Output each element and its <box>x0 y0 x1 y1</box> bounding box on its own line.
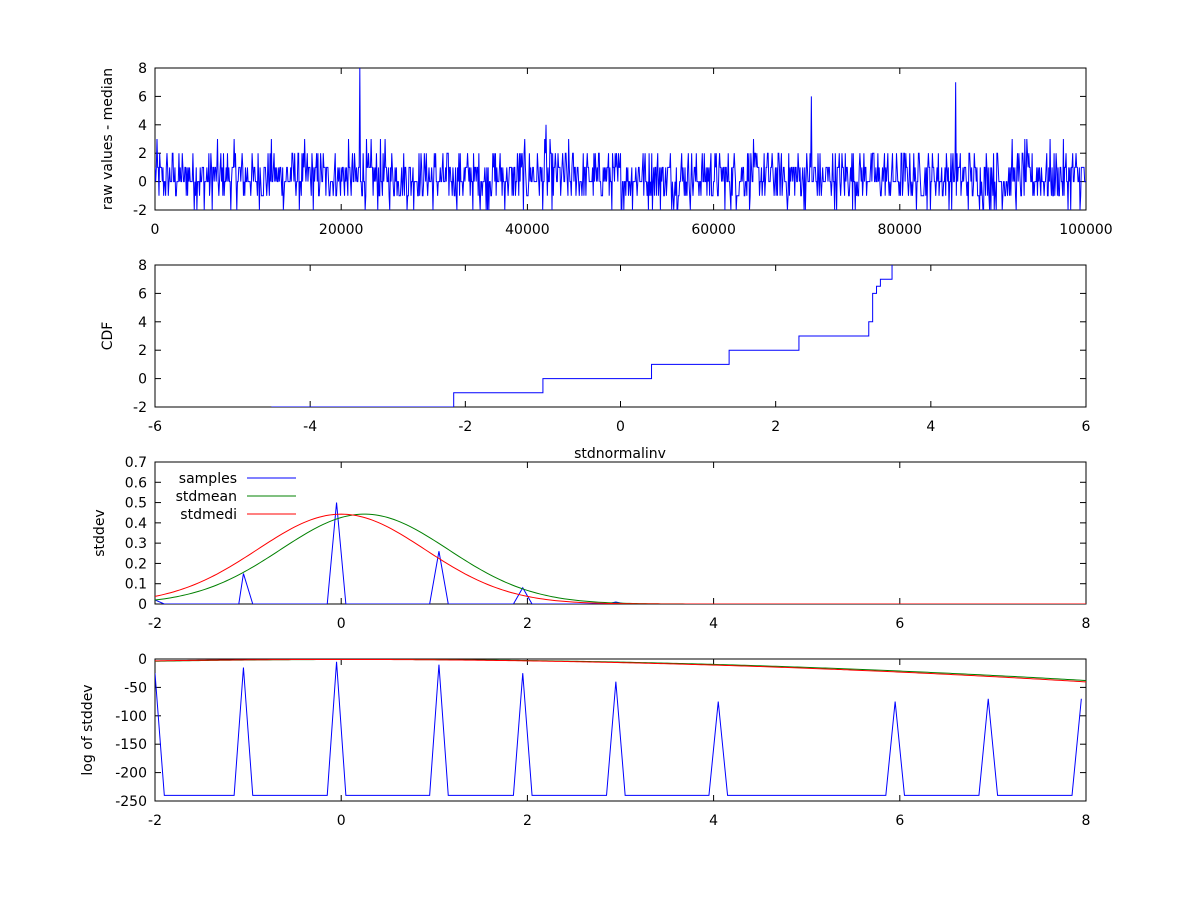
plot-frame <box>154 461 1087 605</box>
plot-frame <box>154 264 1087 408</box>
y-tick-label: 0.1 <box>125 577 147 593</box>
y-tick-label: -200 <box>115 766 147 782</box>
y-tick-label: 4 <box>138 118 147 134</box>
log-stddev-panel: log of stddev -2 0 2 4 6 8 -250 -200 -150 -100 -50… <box>80 652 1090 829</box>
y-tick-label: 0 <box>138 372 147 388</box>
y-tick-label: 8 <box>138 61 147 77</box>
legend-label: stdmean <box>176 489 237 505</box>
y-tick-label: 4 <box>138 315 147 331</box>
x-tick-label: -2 <box>148 813 162 829</box>
y-axis-label: stddev <box>92 509 108 556</box>
legend-label: stdmedi <box>180 507 237 523</box>
y-tick-label: 6 <box>138 89 147 105</box>
y-tick-label: 0 <box>138 597 147 613</box>
y-tick-label: 8 <box>138 258 147 274</box>
y-tick-label: 2 <box>138 146 147 162</box>
y-tick-label: -150 <box>115 737 147 753</box>
x-tick-label: 0 <box>151 222 160 238</box>
plot-frame <box>154 67 1087 211</box>
x-axis-label: stdnormalinv <box>574 446 666 462</box>
y-tick-label: -250 <box>115 794 147 810</box>
raw-values-panel: raw values - median 0 20000 40000 60000 8000… <box>100 61 1113 238</box>
x-tick-label: 60000 <box>691 222 736 238</box>
x-tick-label: 8 <box>1082 813 1091 829</box>
y-tick-label: -100 <box>115 709 147 725</box>
x-tick-label: 2 <box>523 813 532 829</box>
series-line-stdmean <box>155 513 1086 604</box>
x-tick-label: -6 <box>148 419 162 435</box>
x-tick-label: 100000 <box>1059 222 1112 238</box>
series-line-samples <box>155 502 1086 604</box>
x-tick-label: 40000 <box>505 222 550 238</box>
series-line-0 <box>155 661 1082 796</box>
x-tick-label: 6 <box>895 813 904 829</box>
legend-label: samples <box>179 471 237 487</box>
y-tick-label: -2 <box>133 400 147 416</box>
x-tick-label: -2 <box>458 419 472 435</box>
x-tick-label: 4 <box>709 813 718 829</box>
x-tick-label: 2 <box>523 616 532 632</box>
x-tick-label: 80000 <box>878 222 923 238</box>
y-tick-label: 0.6 <box>125 475 147 491</box>
x-tick-label: 0 <box>337 813 346 829</box>
x-tick-label: 20000 <box>319 222 364 238</box>
y-axis-label: log of stddev <box>80 684 96 775</box>
x-tick-label: 2 <box>771 419 780 435</box>
series-line-0 <box>271 265 893 407</box>
x-tick-label: -4 <box>303 419 317 435</box>
y-tick-label: 0.4 <box>125 516 147 532</box>
x-tick-label: 4 <box>709 616 718 632</box>
x-tick-label: 0 <box>337 616 346 632</box>
series-line-0 <box>155 68 1086 210</box>
x-tick-label: 6 <box>1082 419 1091 435</box>
y-tick-label: 0 <box>138 175 147 191</box>
y-tick-label: 2 <box>138 343 147 359</box>
x-tick-label: 0 <box>616 419 625 435</box>
y-tick-label: 0.7 <box>125 455 147 471</box>
y-tick-label: 0.5 <box>125 496 147 512</box>
y-tick-label: 0.3 <box>125 536 147 552</box>
series-line-2 <box>155 659 1086 683</box>
x-tick-label: -2 <box>148 616 162 632</box>
stddev-panel: stddev -2 0 2 4 6 800.10.20.30.40.50.60.7samp… <box>92 455 1090 632</box>
y-tick-label: 0.2 <box>125 556 147 572</box>
y-tick-label: 0 <box>138 652 147 668</box>
plot-frame <box>154 658 1087 802</box>
y-tick-label: 6 <box>138 286 147 302</box>
cdf-panel: CDF stdnormalinv -6 -4 -2 0 2 4 6 -2 0 2 4 6 8 <box>100 258 1091 462</box>
y-axis-label: CDF <box>100 322 116 351</box>
series-line-stdmedi <box>155 513 1086 604</box>
y-tick-label: -2 <box>133 203 147 219</box>
x-tick-label: 6 <box>895 616 904 632</box>
y-tick-label: -50 <box>124 680 147 696</box>
x-tick-label: 8 <box>1082 616 1091 632</box>
x-tick-label: 4 <box>926 419 935 435</box>
y-axis-label: raw values - median <box>100 68 116 210</box>
